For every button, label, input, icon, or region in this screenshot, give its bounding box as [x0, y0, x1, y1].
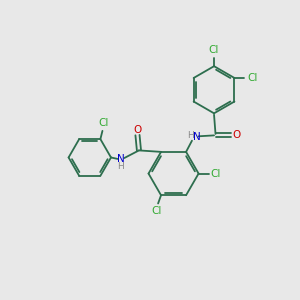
- Text: H: H: [187, 130, 194, 140]
- Text: Cl: Cl: [211, 169, 221, 178]
- Text: N: N: [193, 132, 200, 142]
- Text: Cl: Cl: [209, 45, 219, 55]
- Text: N: N: [117, 154, 124, 164]
- Text: Cl: Cl: [98, 118, 109, 128]
- Text: Cl: Cl: [247, 73, 257, 83]
- Text: O: O: [232, 130, 240, 140]
- Text: Cl: Cl: [152, 206, 162, 216]
- Text: O: O: [134, 125, 142, 135]
- Text: H: H: [117, 162, 124, 171]
